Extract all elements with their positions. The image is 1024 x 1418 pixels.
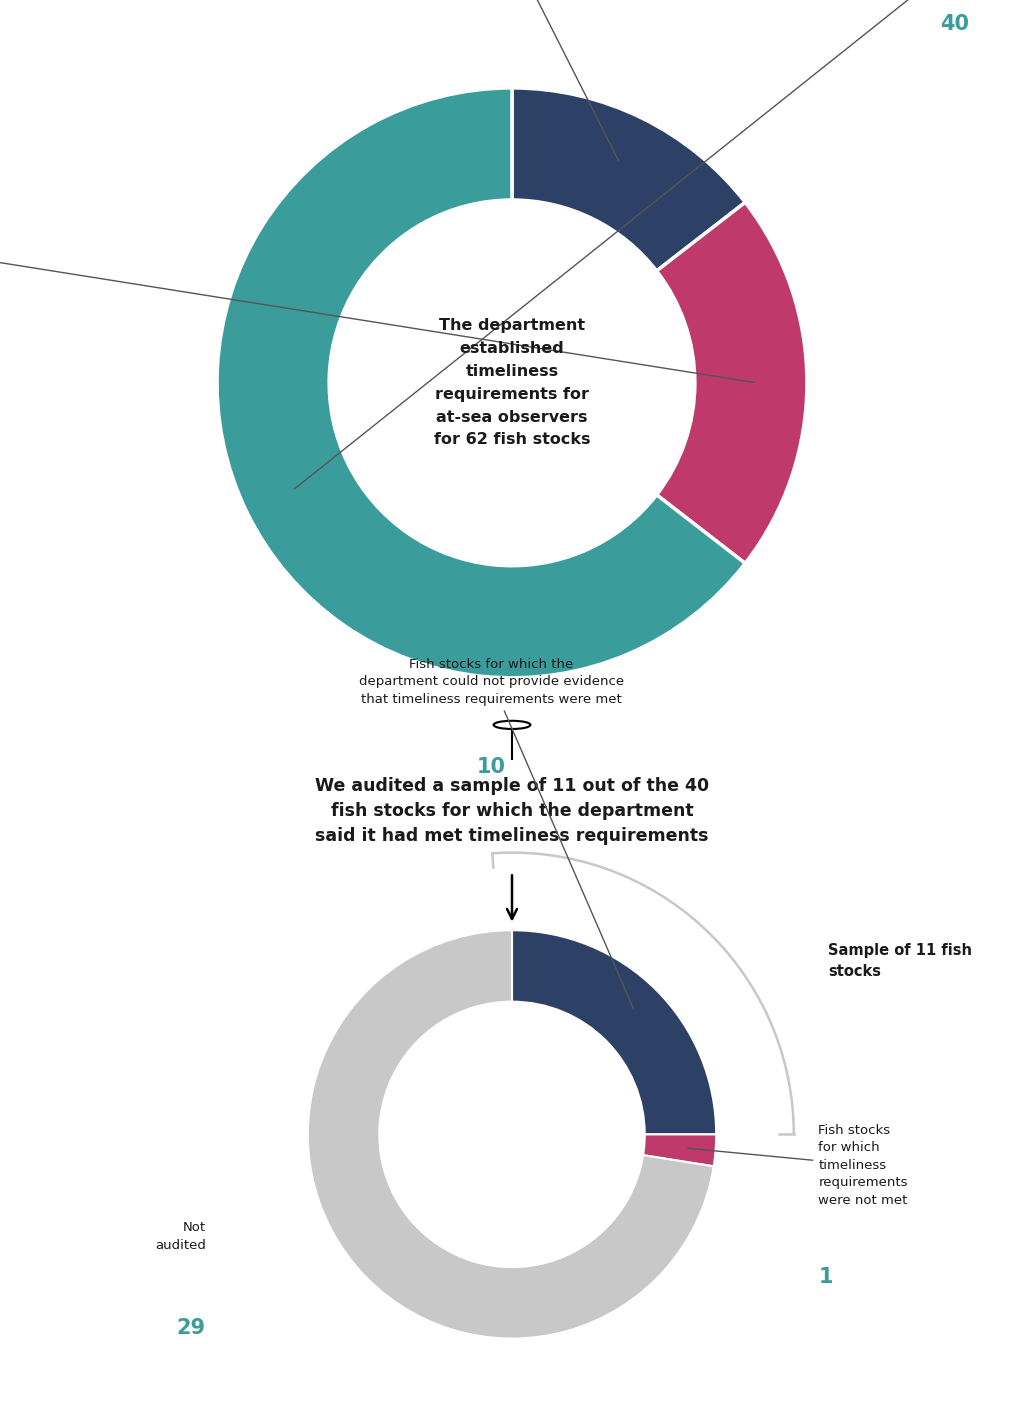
Text: Not
audited: Not audited: [155, 1221, 206, 1252]
Text: Fish stocks for which the
department could not provide evidence
that timeliness : Fish stocks for which the department cou…: [359, 658, 634, 1010]
Wedge shape: [308, 930, 714, 1339]
Text: 40: 40: [940, 14, 969, 34]
Wedge shape: [512, 930, 716, 1134]
Text: Fish stocks
for which
timeliness
requirements
were not met: Fish stocks for which timeliness require…: [0, 208, 754, 383]
Text: 29: 29: [176, 1319, 206, 1339]
Wedge shape: [512, 88, 745, 271]
Wedge shape: [217, 88, 745, 678]
Text: We audited a sample of 11 out of the 40
fish stocks for which the department
sai: We audited a sample of 11 out of the 40 …: [315, 777, 709, 845]
Wedge shape: [656, 203, 807, 563]
Text: 1: 1: [818, 1268, 833, 1288]
Text: Sample of 11 fish
stocks: Sample of 11 fish stocks: [828, 943, 973, 978]
Text: 10: 10: [477, 757, 506, 777]
Wedge shape: [643, 1134, 716, 1167]
Text: The department
established
timeliness
requirements for
at-sea observers
for 62 f: The department established timeliness re…: [434, 319, 590, 447]
Text: Fish stocks for which the
department could not
determine whether timeliness
requ: Fish stocks for which the department cou…: [308, 0, 618, 160]
Text: Fish stocks
for which
timeliness
requirements
were not met: Fish stocks for which timeliness require…: [688, 1123, 908, 1207]
Text: Fish stocks for which the
department said timeliness
requirements were met: Fish stocks for which the department sai…: [294, 0, 1024, 489]
